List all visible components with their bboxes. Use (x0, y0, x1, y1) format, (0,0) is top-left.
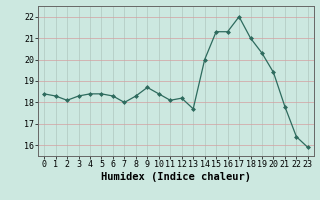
X-axis label: Humidex (Indice chaleur): Humidex (Indice chaleur) (101, 172, 251, 182)
